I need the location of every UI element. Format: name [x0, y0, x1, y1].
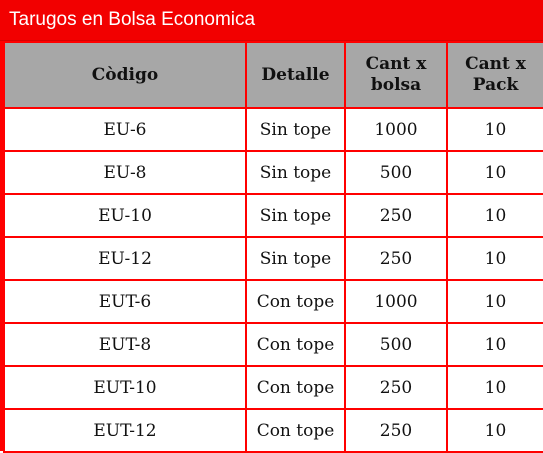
cell-codigo: EU-12	[5, 238, 245, 279]
column-header-cant-bolsa: Cant x bolsa	[346, 43, 446, 107]
cell-cant-bolsa: 1000	[346, 109, 446, 150]
cell-codigo: EUT-8	[5, 324, 245, 365]
cell-detalle: Sin tope	[247, 152, 344, 193]
table-row: EU-12 Sin tope 250 10	[5, 238, 543, 279]
panel-title: Tarugos en Bolsa Economica	[9, 9, 256, 30]
column-header-detalle: Detalle	[247, 43, 344, 107]
cell-cant-bolsa: 250	[346, 367, 446, 408]
product-table: Còdigo Detalle Cant x bolsa Cant x Pack …	[3, 41, 543, 453]
table-row: EU-6 Sin tope 1000 10	[5, 109, 543, 150]
table-row: EUT-8 Con tope 500 10	[5, 324, 543, 365]
cell-cant-pack: 10	[448, 238, 543, 279]
table-row: EU-8 Sin tope 500 10	[5, 152, 543, 193]
cell-cant-pack: 10	[448, 367, 543, 408]
cell-cant-bolsa: 1000	[346, 281, 446, 322]
cell-cant-bolsa: 500	[346, 324, 446, 365]
cell-codigo: EUT-6	[5, 281, 245, 322]
column-header-codigo: Còdigo	[5, 43, 245, 107]
cell-detalle: Con tope	[247, 281, 344, 322]
cell-cant-pack: 10	[448, 281, 543, 322]
cell-detalle: Sin tope	[247, 238, 344, 279]
cell-cant-bolsa: 500	[346, 152, 446, 193]
table-header-row: Còdigo Detalle Cant x bolsa Cant x Pack	[5, 43, 543, 107]
title-bar: Tarugos en Bolsa Economica	[0, 0, 543, 41]
cell-cant-pack: 10	[448, 152, 543, 193]
table-row: EUT-12 Con tope 250 10	[5, 410, 543, 451]
cell-codigo: EU-8	[5, 152, 245, 193]
cell-cant-bolsa: 250	[346, 195, 446, 236]
cell-detalle: Con tope	[247, 410, 344, 451]
cell-cant-bolsa: 250	[346, 410, 446, 451]
cell-codigo: EUT-10	[5, 367, 245, 408]
table-row: EUT-6 Con tope 1000 10	[5, 281, 543, 322]
cell-cant-pack: 10	[448, 109, 543, 150]
cell-cant-bolsa: 250	[346, 238, 446, 279]
table-row: EU-10 Sin tope 250 10	[5, 195, 543, 236]
cell-detalle: Con tope	[247, 367, 344, 408]
cell-detalle: Sin tope	[247, 109, 344, 150]
cell-detalle: Con tope	[247, 324, 344, 365]
cell-codigo: EU-10	[5, 195, 245, 236]
column-header-cant-pack: Cant x Pack	[448, 43, 543, 107]
cell-cant-pack: 10	[448, 410, 543, 451]
cell-cant-pack: 10	[448, 324, 543, 365]
table-row: EUT-10 Con tope 250 10	[5, 367, 543, 408]
cell-cant-pack: 10	[448, 195, 543, 236]
cell-detalle: Sin tope	[247, 195, 344, 236]
cell-codigo: EUT-12	[5, 410, 245, 451]
cell-codigo: EU-6	[5, 109, 245, 150]
